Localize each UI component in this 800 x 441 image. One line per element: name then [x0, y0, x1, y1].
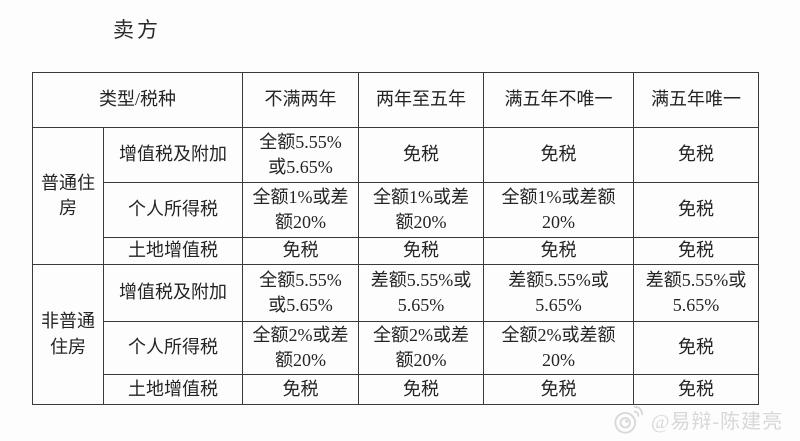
weibo-icon: [612, 403, 646, 435]
value-cell: 全额1%或差额 20%: [483, 182, 635, 238]
table-row: 普通住房 增值税及附加 全额5.55% 或5.65% 免税 免税 免税: [32, 127, 760, 265]
tax-type-cell: 个人所得税: [102, 182, 244, 238]
value-cell: 全额5.55% 或5.65%: [242, 264, 360, 322]
table-row: 个人所得税 全额1%或差 额20% 全额1%或差 额20% 全额1%或差额 20…: [33, 182, 760, 238]
table-row: 个人所得税 全额2%或差 额20% 全额2%或差 额20% 全额2%或差额 20…: [33, 321, 760, 375]
value-cell: 免税: [483, 237, 635, 265]
value-cell: 免税: [358, 127, 485, 183]
seller-tax-table: 类型/税种 不满两年 两年至五年 满五年不唯一 满五年唯一 普通住房 增值税及附…: [31, 72, 760, 405]
watermark: @易辩-陈建亮: [612, 403, 783, 435]
value-cell: 差额5.55%或 5.65%: [633, 264, 760, 322]
header-under-2-years: 不满两年: [242, 72, 360, 128]
watermark-text: @易辩-陈建亮: [651, 410, 784, 433]
value-cell: 免税: [633, 374, 760, 405]
value-cell: 免税: [358, 374, 485, 405]
table-row: 土地增值税 免税 免税 免税 免税: [33, 374, 760, 405]
group-cell-non-ordinary-housing: 非普通住房: [32, 264, 104, 405]
header-type-tax: 类型/税种: [31, 72, 244, 128]
header-5-years-only: 满五年唯一: [633, 72, 760, 128]
tax-type-cell: 土地增值税: [102, 237, 244, 265]
value-cell: 全额2%或差 额20%: [358, 321, 485, 375]
value-cell: 免税: [633, 182, 760, 238]
value-cell: 免税: [242, 374, 360, 405]
value-cell: 免税: [483, 127, 635, 183]
header-5-years-not-only: 满五年不唯一: [483, 72, 635, 128]
value-cell: 免税: [242, 237, 360, 265]
value-cell: 全额5.55% 或5.65%: [242, 127, 360, 183]
value-cell: 差额5.55%或 5.65%: [358, 264, 485, 322]
value-cell: 差额5.55%或 5.65%: [483, 264, 635, 322]
group-cell-ordinary-housing: 普通住房: [32, 127, 104, 265]
table-header-row: 类型/税种 不满两年 两年至五年 满五年不唯一 满五年唯一: [31, 72, 760, 128]
value-cell: 全额1%或差 额20%: [358, 182, 485, 238]
value-cell: 全额1%或差 额20%: [242, 182, 360, 238]
value-cell: 全额2%或差 额20%: [242, 321, 360, 375]
header-2-to-5-years: 两年至五年: [358, 72, 485, 128]
tax-type-cell: 个人所得税: [102, 321, 244, 375]
value-cell: 免税: [358, 237, 485, 265]
table-row: 非普通住房 增值税及附加 全额5.55% 或5.65% 差额5.55%或 5.6…: [32, 264, 760, 405]
value-cell: 全额2%或差额 20%: [483, 321, 635, 375]
value-cell: 免税: [633, 321, 760, 375]
tax-type-cell: 土地增值税: [102, 374, 244, 405]
tax-type-cell: 增值税及附加: [102, 264, 244, 322]
page-title: 卖方: [113, 18, 161, 42]
table-row: 土地增值税 免税 免税 免税 免税: [33, 237, 760, 265]
value-cell: 免税: [633, 127, 760, 183]
value-cell: 免税: [633, 237, 760, 265]
tax-type-cell: 增值税及附加: [102, 127, 244, 183]
value-cell: 免税: [483, 374, 635, 405]
